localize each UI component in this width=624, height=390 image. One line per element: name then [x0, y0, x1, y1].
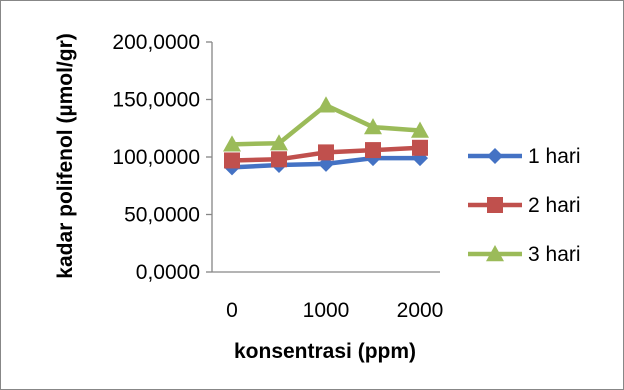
y-tick-labels: 0,0000 50,0000 100,0000 150,0000 200,0000 — [112, 31, 200, 284]
data-point — [318, 144, 334, 161]
x-axis-title: konsentrasi (ppm) — [234, 340, 416, 363]
data-point — [224, 152, 240, 169]
data-point — [365, 142, 381, 159]
data-point — [271, 151, 287, 168]
y-tick-label: 100,0000 — [112, 146, 200, 169]
y-tick-label: 150,0000 — [112, 89, 200, 112]
y-tick-label: 200,0000 — [112, 31, 200, 54]
data-point — [411, 121, 429, 138]
data-point — [412, 139, 428, 156]
data-point — [223, 135, 241, 152]
data-point — [317, 96, 335, 113]
data-point — [270, 134, 288, 151]
legend-label: 3 hari — [528, 243, 581, 266]
y-tick-label: 0,0000 — [136, 261, 200, 284]
legend-marker — [487, 148, 503, 164]
legend-label: 2 hari — [528, 194, 581, 217]
chart-axes — [206, 41, 440, 273]
data-point — [364, 118, 382, 135]
x-tick-labels: 0 1000 2000 — [226, 299, 443, 322]
y-tick-label: 50,0000 — [124, 204, 200, 227]
series-group — [223, 96, 429, 176]
legend-marker — [486, 245, 504, 262]
legend-marker — [487, 197, 503, 213]
x-tick-label: 2000 — [397, 299, 444, 322]
legend: 1 hari 2 hari 3 hari — [468, 145, 581, 266]
y-axis-title: kadar polifenol (µmol/gr) — [54, 33, 77, 278]
x-tick-label: 1000 — [303, 299, 350, 322]
x-tick-label: 0 — [226, 299, 238, 322]
legend-label: 1 hari — [528, 145, 581, 168]
